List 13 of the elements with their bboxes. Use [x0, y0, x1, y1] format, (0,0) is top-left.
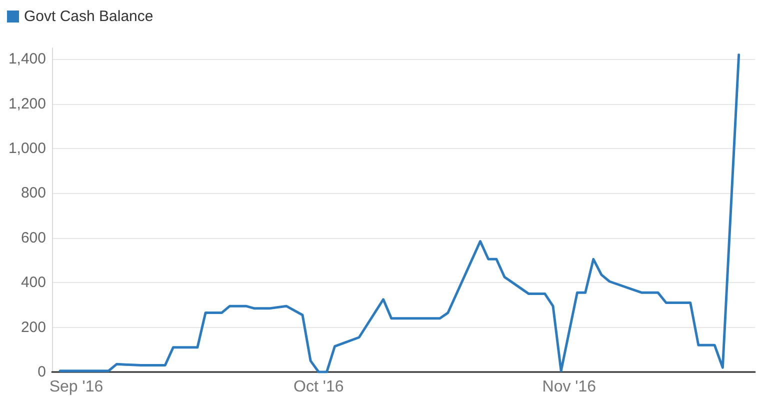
y-tick-label: 0	[38, 364, 46, 380]
y-tick-label: 400	[20, 274, 46, 292]
y-tick-label: 200	[20, 318, 46, 336]
y-tick-label: 1,400	[8, 50, 46, 68]
y-tick-label: 600	[20, 229, 46, 246]
y-tick-label: 1,000	[8, 140, 46, 158]
line-series	[58, 53, 740, 374]
legend-label: Govt Cash Balance	[24, 8, 154, 25]
x-tick-label: Sep '16	[49, 378, 104, 396]
x-tick-label: Oct '16	[294, 378, 344, 396]
y-tick-label: 1,200	[8, 95, 46, 112]
y-tick-label: 800	[20, 184, 46, 202]
x-tick-label: Nov '16	[542, 378, 596, 396]
